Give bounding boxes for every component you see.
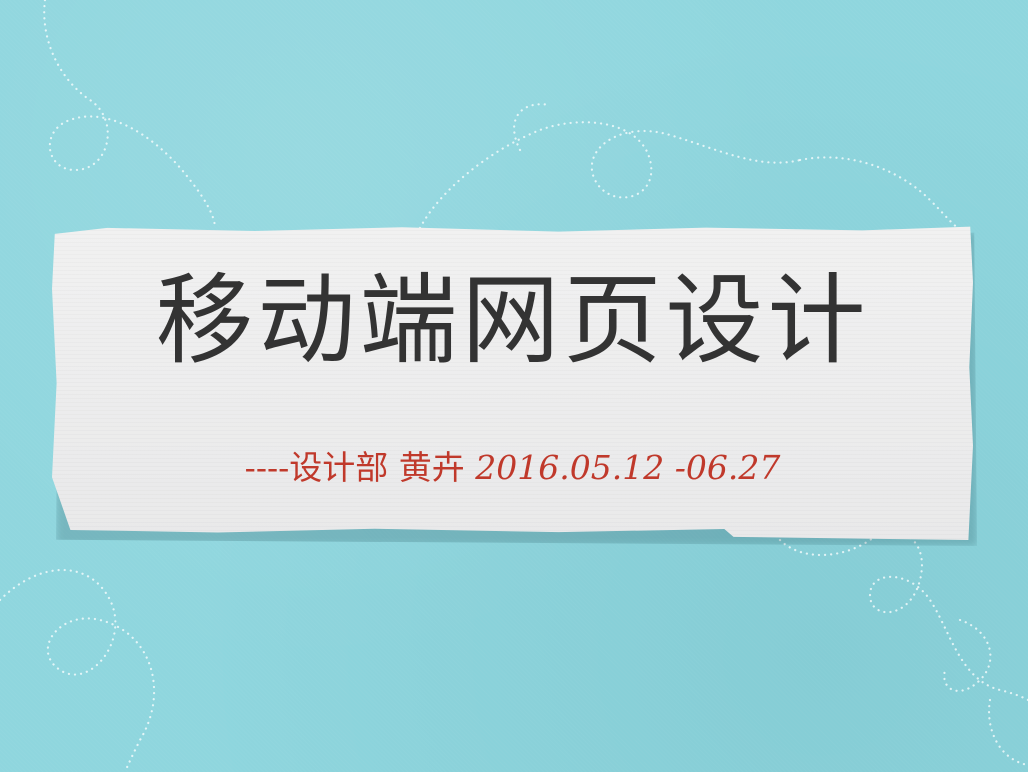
subtitle-author: ----设计部 黄卉: [244, 448, 476, 487]
slide-title: 移动端网页设计: [155, 264, 870, 378]
title-card: [52, 226, 973, 540]
slide-subtitle: ----设计部 黄卉 2016.05.12 -06.27: [52, 446, 973, 490]
subtitle-date: 2016.05.12 -06.27: [475, 448, 781, 487]
